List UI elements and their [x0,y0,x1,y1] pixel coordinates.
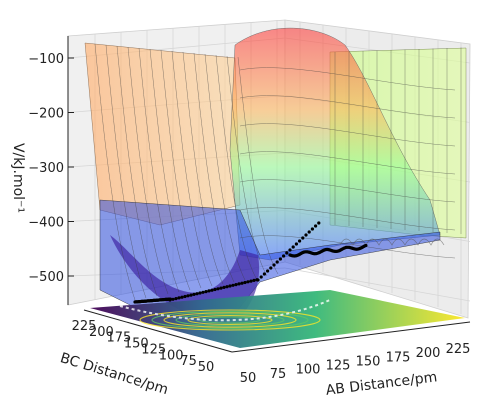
trajectory-point [219,286,223,290]
trajectory-point [198,291,202,295]
z-tick-label: −400 [28,216,64,231]
z-tick-label: −500 [28,270,64,285]
y-tick-label: 100 [159,348,184,363]
trajectory-point [266,269,270,273]
z-axis-label: V/kJ.mol⁻¹ [10,143,26,213]
trajectory-point [252,278,256,282]
trajectory-point [317,221,321,225]
x-tick-label: 125 [326,359,351,374]
trajectory-point [222,285,226,289]
x-tick-label: 100 [296,363,321,378]
x-tick-label: 50 [240,371,257,386]
contour-floor [90,290,465,348]
z-tick-label: −300 [28,161,64,176]
trajectory-point [282,254,286,258]
trajectory-point [201,290,205,294]
trajectory-point [278,257,282,261]
trajectory-point [237,282,241,286]
trajectory [133,221,368,304]
trajectory-point [288,248,292,252]
x-tick-label: 200 [416,346,441,361]
trajectory-point [180,295,184,299]
trajectory-point [291,245,295,249]
trajectory-point [310,227,314,231]
x-axis-label: AB Distance/pm [325,369,438,399]
trajectory-point [189,293,193,297]
trajectory-point [285,251,289,255]
trajectory-point [213,287,217,292]
trajectory-point [243,280,247,285]
y-tick-label: 75 [180,354,197,369]
trajectory-point [249,279,253,283]
trajectory-point [234,283,238,287]
trajectory-point [364,243,368,248]
x-tick-label: 150 [356,354,381,369]
y-axis-line [83,309,233,353]
trajectory-point [314,224,318,228]
trajectory-point [259,275,263,279]
trajectory-point [204,290,208,294]
x-tick-label: 225 [446,342,471,357]
trajectory-point [168,298,172,302]
x-tick-label: 75 [270,367,287,382]
trajectory-point [246,280,250,284]
y-tick-label: 225 [72,319,97,334]
trajectory-point [177,296,181,300]
trajectory-point [269,266,273,270]
trajectory-point [225,285,229,289]
trajectory-point [192,292,196,296]
trajectory-point [301,236,305,240]
trajectory-point [240,281,244,285]
trajectory-point [195,292,199,296]
trajectory-point [216,287,220,291]
y-tick-label: 175 [106,331,131,346]
x-tick-label: 175 [386,350,411,365]
trajectory-point [186,294,190,298]
trajectory-point [256,278,260,282]
contour-lines [119,299,331,331]
trajectory-point [210,288,214,292]
trajectory-point [307,230,311,234]
z-tick-label: −200 [28,107,64,122]
x-axis-line [231,321,471,353]
trajectory-point [231,283,235,287]
z-ticks: −100 −200 −300 −400 −500 [28,52,74,285]
trajectory-point [183,294,187,299]
trajectory-point [304,233,308,237]
trajectory-point [294,242,298,246]
y-tick-label: 150 [124,337,149,352]
x-ticks: 50 75 100 125 150 175 200 225 [240,342,471,386]
trajectory-point [275,260,279,264]
trajectory-point [228,284,232,288]
y-tick-label: 125 [141,342,166,357]
trajectory-point [174,297,178,301]
trajectory-point [298,239,302,243]
y-tick-label: 200 [89,325,114,340]
z-tick-label: −100 [28,52,64,67]
trajectory-point [262,272,266,276]
y-tick-label: 50 [198,360,215,375]
surface-mesh [94,43,462,301]
trajectory-point [171,297,175,301]
trajectory-point [272,263,276,267]
trajectory-point [207,289,211,293]
